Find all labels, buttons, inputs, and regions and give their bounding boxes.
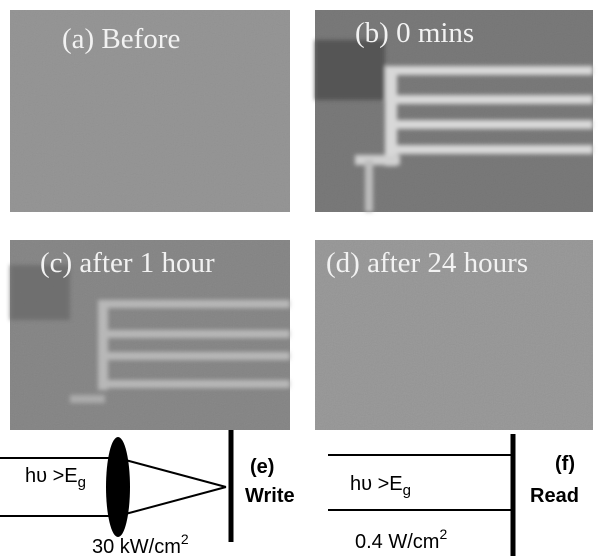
focus-line	[118, 487, 226, 516]
panel-d: (d) after 24 hours	[315, 240, 593, 430]
mode: Write	[245, 485, 295, 507]
beam-label: hυ >Eg	[25, 465, 86, 491]
beam-label: hυ >Eg	[350, 473, 411, 499]
panel-label: (c) after 1 hour	[40, 247, 215, 279]
subscript: g	[403, 482, 411, 499]
tag: (e)	[250, 456, 274, 478]
beam-text: hυ >E	[350, 473, 403, 495]
panel-label: (a) Before	[62, 23, 180, 55]
intensity: 30 kW/cm2	[92, 531, 189, 556]
superscript: 2	[439, 526, 447, 542]
figure: (a) Before (b) 0 mins (c) after 1 hou	[0, 0, 598, 556]
write-diagram: hυ >Eg (e) Write 30 kW/cm2	[0, 430, 295, 556]
panel-a: (a) Before	[10, 10, 290, 212]
intensity-text: 30 kW/cm	[92, 536, 181, 556]
mode: Read	[530, 485, 579, 507]
panel-label: (b) 0 mins	[355, 17, 474, 49]
intensity: 0.4 W/cm2	[355, 526, 447, 553]
superscript: 2	[181, 531, 189, 547]
subscript: g	[78, 474, 86, 491]
lens	[106, 437, 130, 537]
read-diagram: hυ >Eg (f) Read 0.4 W/cm2	[328, 434, 579, 556]
panel-c: (c) after 1 hour	[10, 240, 290, 430]
beam-text: hυ >E	[25, 465, 78, 487]
panel-b: (b) 0 mins	[315, 10, 593, 212]
focus-line	[118, 458, 226, 487]
tag: (f)	[555, 453, 575, 475]
panel-label: (d) after 24 hours	[326, 247, 528, 279]
intensity-text: 0.4 W/cm	[355, 531, 439, 553]
